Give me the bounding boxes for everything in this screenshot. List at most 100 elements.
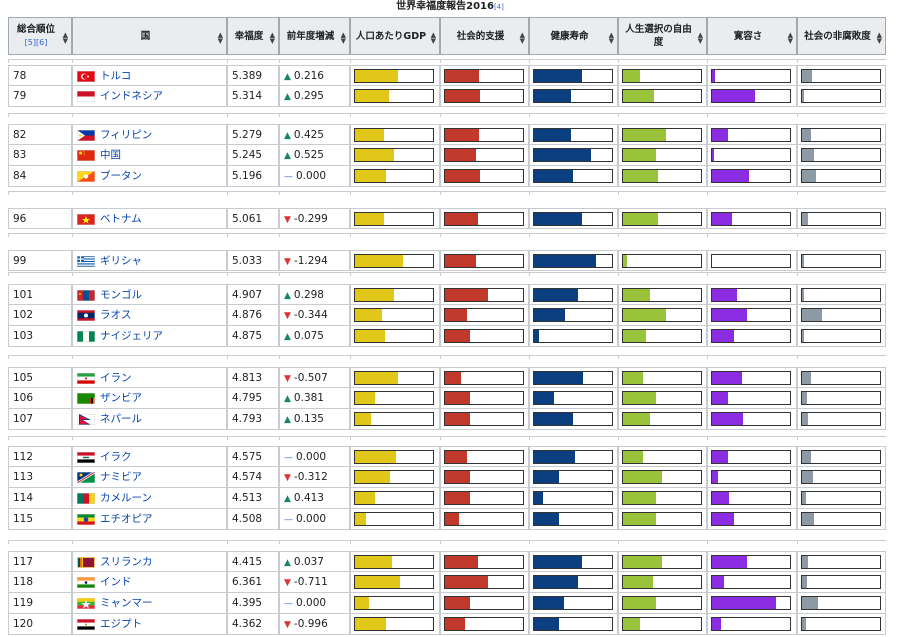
country-link[interactable]: イラン — [100, 372, 132, 384]
corruption-bar — [801, 412, 881, 426]
egypt-flag-icon[interactable] — [77, 619, 95, 630]
corruption-cell — [797, 467, 886, 488]
score-cell: 5.279 — [227, 124, 279, 145]
greece-flag-icon[interactable] — [77, 256, 95, 267]
country-link[interactable]: インド — [100, 576, 132, 588]
freedom-bar-fill — [623, 513, 656, 525]
change-cell: ▲ 0.298 — [279, 284, 350, 305]
gdp-bar — [354, 169, 434, 183]
country-link[interactable]: スリランカ — [100, 556, 153, 568]
score-cell: 4.875 — [227, 326, 279, 347]
bhutan-flag-icon[interactable] — [77, 171, 95, 182]
country-link[interactable]: エチオピア — [100, 513, 153, 525]
country-link[interactable]: ナイジェリア — [100, 330, 163, 342]
social-cell — [440, 124, 529, 145]
country-cell: ベトナム — [72, 208, 227, 229]
ethiopia-flag-icon[interactable] — [77, 514, 95, 525]
header-score[interactable]: 幸福度 ▲ ▼ — [227, 17, 279, 55]
turkey-flag-icon[interactable] — [77, 71, 95, 82]
increase-arrow-icon: ▲ — [284, 494, 291, 504]
srilanka-flag-icon[interactable] — [77, 557, 95, 568]
country-link[interactable]: ブータン — [100, 170, 142, 182]
country-link[interactable]: ベトナム — [100, 213, 142, 225]
header-label: 国 — [140, 30, 151, 42]
sort-arrows-icon[interactable]: ▲ ▼ — [430, 31, 436, 45]
country-link[interactable]: カメルーン — [100, 492, 152, 504]
header-health[interactable]: 健康寿命 ▲ ▼ — [529, 17, 618, 55]
country-link[interactable]: イラク — [100, 451, 132, 463]
freedom-bar-fill — [623, 471, 662, 483]
iraq-flag-icon[interactable] — [77, 452, 95, 463]
header-gdp[interactable]: 人口あたりGDP ▲ ▼ — [350, 17, 440, 55]
header-rank[interactable]: 総合順位 [5][6] ▲ ▼ — [8, 17, 72, 55]
change-cell: —0.000 — [279, 509, 350, 530]
sort-arrows-icon[interactable]: ▲ ▼ — [62, 31, 68, 45]
cameroon-flag-icon[interactable] — [77, 493, 95, 504]
freedom-cell — [618, 614, 707, 635]
header-freedom[interactable]: 人生選択の自由度 ▲ ▼ — [618, 17, 707, 55]
china-flag-icon[interactable] — [77, 150, 95, 161]
rank-cell: 105 — [8, 367, 72, 388]
philippines-flag-icon[interactable] — [77, 130, 95, 141]
header-ref-link[interactable]: [5][6] — [24, 38, 48, 47]
country-link[interactable]: ミャンマー — [100, 597, 153, 609]
generosity-cell — [707, 208, 797, 229]
freedom-bar — [622, 391, 702, 405]
country-link[interactable]: ナミビア — [100, 471, 142, 483]
generosity-bar-fill — [712, 556, 748, 568]
header-change[interactable]: 前年度増減 ▲ ▼ — [279, 17, 350, 55]
nigeria-flag-icon[interactable] — [77, 331, 95, 342]
social-bar-fill — [445, 556, 478, 568]
country-link[interactable]: ラオス — [100, 309, 132, 321]
freedom-bar — [622, 555, 702, 569]
freedom-bar-fill — [623, 255, 627, 267]
generosity-cell — [707, 593, 797, 614]
rank-cell: 83 — [8, 145, 72, 166]
sort-arrows-icon[interactable]: ▲ ▼ — [697, 31, 703, 45]
myanmar-flag-icon[interactable] — [77, 598, 95, 609]
zambia-flag-icon[interactable] — [77, 393, 95, 404]
sort-arrows-icon[interactable]: ▲ ▼ — [787, 31, 793, 45]
rank-cell: 117 — [8, 551, 72, 572]
vietnam-flag-icon[interactable] — [77, 214, 95, 225]
header-generosity[interactable]: 寛容さ ▲ ▼ — [707, 17, 797, 55]
nepal-flag-icon[interactable] — [77, 414, 95, 425]
country-link[interactable]: エジプト — [100, 618, 142, 630]
change-value: 0.075 — [293, 330, 324, 342]
sort-arrows-icon[interactable]: ▲ ▼ — [519, 31, 525, 45]
country-link[interactable]: ギリシャ — [100, 255, 142, 267]
caption-ref-link[interactable]: [4] — [493, 3, 504, 11]
freedom-cell — [618, 572, 707, 593]
namibia-flag-icon[interactable] — [77, 472, 95, 483]
corruption-bar — [801, 69, 881, 83]
header-country[interactable]: 国 ▲ ▼ — [72, 17, 227, 55]
laos-flag-icon[interactable] — [77, 310, 95, 321]
social-bar-fill — [445, 255, 477, 267]
header-social[interactable]: 社会的支援 ▲ ▼ — [440, 17, 529, 55]
rank-cell: 84 — [8, 166, 72, 187]
mongolia-flag-icon[interactable] — [77, 290, 95, 301]
sort-arrows-icon[interactable]: ▲ ▼ — [608, 31, 614, 45]
sort-arrows-icon[interactable]: ▲ ▼ — [340, 31, 346, 45]
gdp-bar — [354, 391, 434, 405]
country-link[interactable]: トルコ — [100, 70, 132, 82]
country-link[interactable]: モンゴル — [100, 289, 142, 301]
indonesia-flag-icon[interactable] — [77, 91, 95, 102]
sort-arrows-icon[interactable]: ▲ ▼ — [876, 31, 882, 45]
country-link[interactable]: 中国 — [100, 149, 121, 161]
freedom-cell — [618, 284, 707, 305]
country-link[interactable]: ザンビア — [100, 392, 142, 404]
sort-arrows-icon[interactable]: ▲ ▼ — [269, 31, 275, 45]
social-cell — [440, 326, 529, 347]
score-cell: 6.361 — [227, 572, 279, 593]
country-link[interactable]: インドネシア — [100, 90, 163, 102]
country-link[interactable]: ネパール — [100, 413, 142, 425]
india-flag-icon[interactable] — [77, 577, 95, 588]
sort-arrows-icon[interactable]: ▲ ▼ — [217, 31, 223, 45]
freedom-bar — [622, 288, 702, 302]
country-link[interactable]: フィリピン — [100, 129, 153, 141]
health-cell — [529, 65, 618, 86]
iran-flag-icon[interactable] — [77, 373, 95, 384]
score-cell: 4.876 — [227, 305, 279, 326]
header-corruption[interactable]: 社会の非腐敗度 ▲ ▼ — [797, 17, 886, 55]
